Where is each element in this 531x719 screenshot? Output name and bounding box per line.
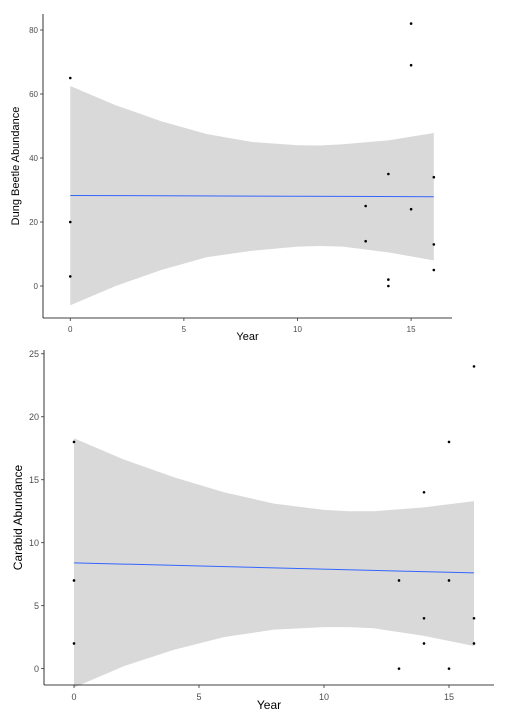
data-point <box>387 172 390 176</box>
data-point <box>72 642 76 645</box>
fit-line <box>73 562 475 574</box>
y-tick-label: 15 <box>29 475 39 485</box>
data-point <box>387 284 390 288</box>
dung-beetle-panel: 0 5 10 15 0 20 40 60 80 Year Dung Beetle Abundance <box>10 14 452 343</box>
data-point <box>447 440 451 444</box>
data-point <box>422 642 426 645</box>
x-tick-label: 10 <box>319 692 329 702</box>
data-point <box>432 243 436 246</box>
data-point <box>68 76 72 80</box>
data-point <box>68 275 72 278</box>
data-point <box>472 616 476 620</box>
data-point <box>409 22 413 25</box>
y-tick-label: 25 <box>29 349 39 359</box>
confidence-band <box>74 438 474 688</box>
data-point <box>447 667 451 670</box>
y-tick-label: 20 <box>29 412 39 422</box>
data-point <box>397 579 401 582</box>
y-tick-label: 5 <box>34 601 39 611</box>
x-tick-label: 0 <box>68 325 73 334</box>
data-point <box>432 268 436 272</box>
data-point <box>72 440 76 444</box>
y-axis-label: Carabid Abundance <box>11 464 25 570</box>
y-tick-label: 60 <box>29 90 38 99</box>
data-point <box>422 491 426 494</box>
x-tick-label: 10 <box>293 325 302 334</box>
data-point <box>472 642 476 645</box>
carabid-panel: 0 5 10 15 0 5 10 15 20 25 Year Carabid Abundance <box>11 349 494 712</box>
data-point <box>409 63 413 67</box>
y-tick-label: 0 <box>34 664 39 674</box>
data-point <box>432 175 436 179</box>
data-point <box>422 616 426 620</box>
data-point <box>397 667 401 670</box>
data-point <box>68 220 72 224</box>
data-point <box>409 207 413 211</box>
x-tick-label: 0 <box>71 692 76 702</box>
data-point <box>364 239 367 243</box>
data-point <box>472 365 476 368</box>
x-axis-label: Year <box>236 331 259 343</box>
x-axis-label: Year <box>257 698 281 712</box>
y-tick-label: 20 <box>29 218 38 227</box>
y-tick-label: 10 <box>29 538 39 548</box>
x-tick-label: 5 <box>196 692 201 702</box>
data-point <box>387 278 390 281</box>
y-tick-label: 0 <box>34 282 39 291</box>
y-tick-label: 80 <box>29 26 38 35</box>
fit-line <box>70 194 434 198</box>
x-tick-label: 5 <box>182 325 187 334</box>
data-point <box>72 579 76 582</box>
y-axis-label: Dung Beetle Abundance <box>10 107 22 226</box>
data-point <box>447 579 451 582</box>
x-tick-label: 15 <box>444 692 454 702</box>
x-tick-label: 15 <box>407 325 416 334</box>
data-point <box>364 204 367 208</box>
y-tick-label: 40 <box>29 154 38 163</box>
